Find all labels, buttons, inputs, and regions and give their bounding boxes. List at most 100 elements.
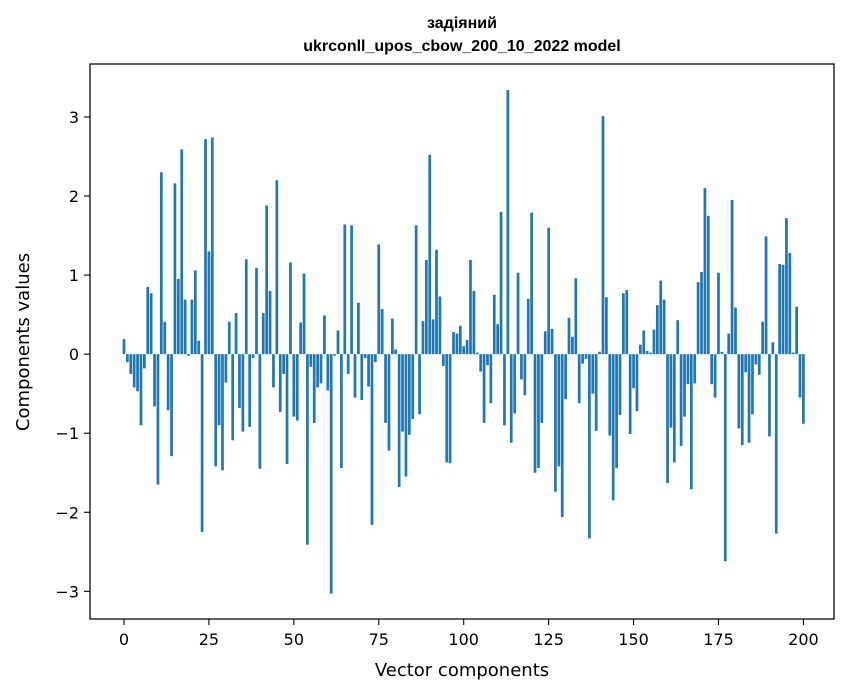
bar-101	[465, 339, 469, 355]
bar-124	[543, 331, 547, 355]
bar-191	[771, 342, 775, 355]
bar-28	[217, 354, 221, 426]
bar-142	[605, 297, 608, 355]
bar-0	[122, 339, 126, 355]
bar-14	[170, 354, 173, 457]
bar-131	[567, 317, 571, 355]
bar-35	[241, 354, 245, 432]
bar-102	[469, 260, 472, 355]
bar-64	[340, 354, 343, 468]
bar-36	[244, 259, 248, 355]
bar-183	[744, 354, 748, 373]
bar-154	[645, 350, 649, 355]
bar-7	[146, 286, 150, 355]
bar-147	[622, 293, 625, 355]
bar-27	[214, 354, 218, 467]
bar-42	[265, 205, 269, 355]
bar-171	[703, 188, 707, 355]
bar-71	[363, 354, 367, 359]
bar-139	[594, 354, 598, 431]
y-tick-label: −3	[55, 582, 79, 601]
bar-117	[520, 354, 523, 380]
bar-70	[360, 354, 364, 400]
bar-24	[204, 139, 207, 355]
bar-29	[221, 354, 224, 471]
bar-39	[255, 267, 258, 355]
bar-95	[445, 354, 449, 463]
bar-93	[438, 296, 442, 355]
y-tick-label: 3	[69, 108, 79, 127]
bar-110	[496, 324, 500, 355]
x-axis-ticks: 0 25 50 75 100 125 150 175 200	[119, 619, 819, 649]
bar-87	[418, 354, 421, 415]
bar-106	[482, 354, 486, 423]
bar-16	[176, 279, 180, 355]
bar-99	[458, 325, 462, 355]
bar-33	[234, 313, 238, 355]
bars-group	[122, 90, 805, 594]
bar-3	[132, 354, 136, 388]
bar-74	[374, 354, 377, 363]
bar-168	[693, 354, 697, 384]
bar-164	[679, 354, 683, 446]
bar-32	[231, 354, 235, 441]
bar-116	[516, 272, 520, 355]
bar-192	[774, 354, 778, 534]
bar-176	[720, 351, 724, 355]
bar-76	[380, 309, 384, 355]
bar-163	[676, 320, 680, 355]
bar-46	[278, 354, 282, 412]
bar-119	[526, 298, 530, 355]
bar-31	[227, 321, 231, 355]
bar-105	[479, 354, 483, 372]
bar-49	[289, 262, 292, 355]
bar-153	[642, 330, 646, 355]
bar-134	[577, 354, 581, 404]
bar-21	[193, 270, 197, 355]
x-tick-label: 125	[533, 630, 564, 649]
x-tick-label: 75	[369, 630, 389, 649]
bar-120	[530, 212, 533, 355]
bar-114	[509, 354, 513, 443]
bar-25	[207, 251, 211, 355]
bar-54	[306, 354, 309, 545]
bar-84	[407, 354, 411, 435]
bar-135	[581, 354, 584, 364]
bar-195	[785, 218, 788, 355]
bar-50	[292, 354, 296, 417]
bar-92	[435, 249, 438, 355]
bar-122	[537, 354, 540, 468]
bar-80	[394, 349, 398, 355]
chart-title-line-1: задіяний	[427, 15, 497, 32]
bar-83	[404, 354, 408, 477]
bar-125	[547, 227, 550, 355]
bar-189	[764, 236, 768, 355]
bar-112	[503, 354, 506, 426]
bar-190	[768, 354, 771, 437]
y-axis-label: Components values	[13, 253, 34, 431]
bar-172	[706, 215, 710, 355]
bar-175	[717, 272, 720, 355]
bar-89	[424, 260, 428, 355]
bar-68	[353, 354, 357, 398]
bar-86	[414, 225, 418, 355]
bar-181	[737, 354, 741, 429]
bar-166	[686, 354, 690, 385]
bar-137	[588, 354, 591, 539]
bar-91	[431, 319, 435, 355]
bar-118	[523, 354, 527, 396]
y-tick-label: 1	[69, 266, 79, 285]
bar-169	[696, 282, 700, 355]
bar-173	[710, 354, 714, 385]
x-tick-label: 0	[119, 630, 129, 649]
bar-6	[143, 354, 146, 369]
bar-47	[282, 354, 285, 374]
bar-186	[754, 354, 758, 365]
bar-53	[302, 273, 306, 355]
bar-90	[428, 154, 432, 355]
bar-149	[628, 354, 632, 434]
bar-107	[486, 354, 489, 366]
bar-196	[788, 252, 792, 355]
bar-20	[190, 299, 194, 355]
bar-138	[591, 354, 595, 394]
